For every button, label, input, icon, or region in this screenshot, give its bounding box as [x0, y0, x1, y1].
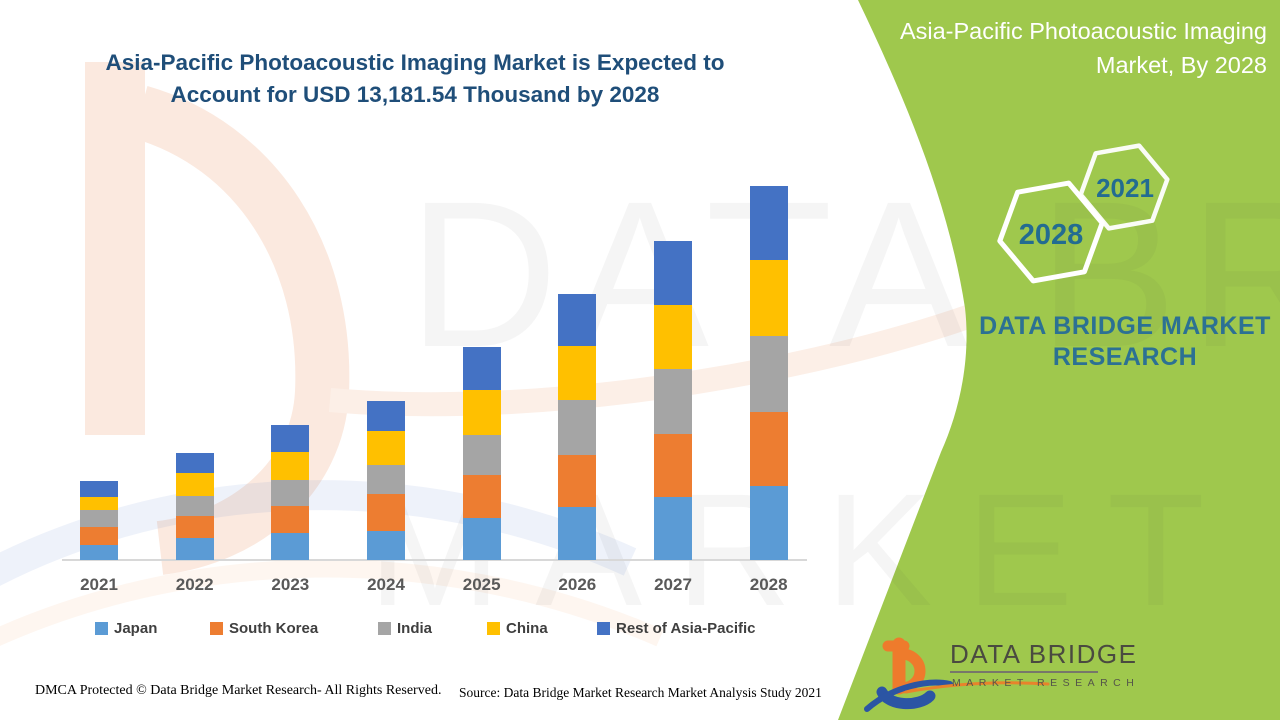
- legend-swatch: [210, 622, 223, 635]
- bar-segment-rest-of-asia-pacific: [175, 453, 214, 473]
- bar-segment-india: [749, 336, 788, 412]
- bar-segment-japan: [80, 545, 118, 560]
- legend-swatch: [487, 622, 500, 635]
- x-axis-line: [62, 559, 807, 561]
- bar-segment-rest-of-asia-pacific: [80, 481, 118, 497]
- hexagon-2028-label: 2028: [1019, 219, 1084, 251]
- bar-segment-china: [462, 390, 501, 435]
- bar-segment-china: [367, 431, 405, 465]
- bar-segment-south-korea: [271, 506, 310, 533]
- stacked-bar-2025: [462, 347, 501, 560]
- bar-segment-south-korea: [558, 455, 597, 507]
- bar-segment-rest-of-asia-pacific: [749, 186, 788, 260]
- x-axis-label-2022: 2022: [175, 575, 214, 594]
- legend-label: India: [397, 620, 433, 637]
- banner-title-line2: Market, By 2028: [1095, 51, 1267, 78]
- bar-segment-japan: [462, 518, 501, 560]
- legend-label: China: [506, 620, 548, 637]
- bar-segment-japan: [558, 507, 597, 560]
- logo-subtitle-text: MARKET RESEARCH: [952, 677, 1140, 689]
- bar-segment-japan: [175, 538, 214, 560]
- bar-segment-south-korea: [462, 475, 501, 518]
- logo-underline: [950, 671, 1098, 673]
- brand-wordmark-line1: DATA BRIDGE MARKET: [979, 312, 1271, 340]
- stacked-bar-2026: [558, 294, 597, 560]
- bar-segment-india: [367, 465, 405, 494]
- bar-segment-rest-of-asia-pacific: [654, 241, 693, 305]
- bar-segment-china: [175, 473, 214, 496]
- stacked-bar-2028: [749, 186, 788, 560]
- bar-segment-india: [80, 510, 118, 527]
- x-axis-label-2028: 2028: [749, 575, 788, 594]
- bar-segment-south-korea: [175, 516, 214, 538]
- stacked-bar-2022: [175, 453, 214, 560]
- x-axis-label-2026: 2026: [558, 575, 597, 594]
- footer-source-text: Source: Data Bridge Market Research Mark…: [459, 685, 822, 700]
- stacked-bar-2027: [654, 241, 693, 560]
- banner-title-line1: Asia-Pacific Photoacoustic Imaging: [899, 18, 1267, 44]
- legend-swatch: [378, 622, 391, 635]
- brand-wordmark-line2: RESEARCH: [1052, 343, 1198, 371]
- x-axis-label-2021: 2021: [80, 575, 118, 594]
- x-axis-label-2024: 2024: [367, 575, 405, 594]
- bar-segment-china: [271, 452, 310, 480]
- bar-segment-china: [749, 260, 788, 336]
- stacked-bar-2021: [80, 481, 118, 560]
- bar-segment-south-korea: [654, 434, 693, 497]
- footer-dmca-text: DMCA Protected © Data Bridge Market Rese…: [35, 683, 442, 698]
- watermark-text-line2: MARKET RESEARCH: [368, 460, 1280, 639]
- legend-item-japan: Japan: [95, 620, 157, 637]
- hexagon-2028-outline: [997, 180, 1105, 284]
- x-axis-label-2027: 2027: [654, 575, 692, 594]
- brand-wordmark: DATA BRIDGE MARKET RESEARCH: [975, 311, 1275, 373]
- bar-segment-japan: [367, 531, 405, 560]
- legend-item-india: India: [378, 620, 432, 637]
- bar-segment-south-korea: [367, 494, 405, 531]
- chart-title-line1: Asia-Pacific Photoacoustic Imaging Marke…: [105, 50, 725, 75]
- bar-segment-india: [175, 496, 214, 516]
- chart-title-line2: Account for USD 13,181.54 Thousand by 20…: [170, 81, 660, 107]
- bar-segment-india: [462, 435, 501, 475]
- x-axis-label-2023: 2023: [271, 575, 310, 594]
- legend-swatch: [95, 622, 108, 635]
- banner-title: Asia-Pacific Photoacoustic Imaging Marke…: [867, 15, 1267, 82]
- bar-segment-china: [654, 305, 693, 369]
- chart-title: Asia-Pacific Photoacoustic Imaging Marke…: [70, 47, 760, 110]
- legend-item-rest-of-asia-pacific: Rest of Asia-Pacific: [597, 620, 756, 637]
- bar-segment-south-korea: [749, 412, 788, 486]
- bar-segment-rest-of-asia-pacific: [558, 294, 597, 346]
- stacked-bar-2023: [271, 425, 310, 560]
- legend-label: South Korea: [229, 620, 319, 637]
- bar-segment-japan: [654, 497, 693, 560]
- legend-swatch: [597, 622, 610, 635]
- bar-segment-china: [80, 497, 118, 510]
- logo-name-text: DATA BRIDGE: [950, 639, 1138, 669]
- bar-segment-india: [654, 369, 693, 434]
- logo-b-mark: [864, 637, 1050, 712]
- x-axis-label-2025: 2025: [462, 575, 501, 594]
- bar-segment-india: [558, 400, 597, 455]
- bar-segment-rest-of-asia-pacific: [367, 401, 405, 431]
- watermark-text-line1: DATA BRIDGE: [408, 159, 1280, 391]
- bar-segment-rest-of-asia-pacific: [271, 425, 310, 452]
- bar-segment-south-korea: [80, 527, 118, 545]
- bar-segment-india: [271, 480, 310, 506]
- bar-segment-japan: [749, 486, 788, 560]
- hexagon-2021-label: 2021: [1096, 173, 1154, 203]
- bar-segment-japan: [271, 533, 310, 560]
- legend-label: Rest of Asia-Pacific: [616, 620, 756, 637]
- legend-item-south-korea: South Korea: [210, 620, 318, 637]
- legend-label: Japan: [114, 620, 158, 637]
- bar-segment-china: [558, 346, 597, 400]
- legend-item-china: China: [487, 620, 548, 637]
- stacked-bar-2024: [367, 401, 405, 560]
- bar-segment-rest-of-asia-pacific: [462, 347, 501, 390]
